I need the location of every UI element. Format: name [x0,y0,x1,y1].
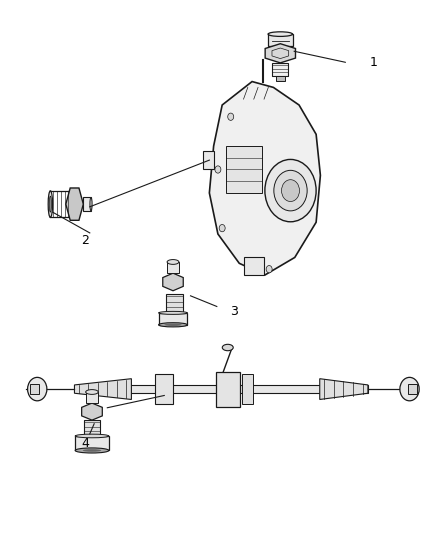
Circle shape [265,159,316,222]
Bar [30,384,39,394]
Ellipse shape [75,434,109,438]
Ellipse shape [83,449,101,452]
Ellipse shape [49,196,52,212]
Ellipse shape [48,191,53,217]
Text: 3: 3 [230,305,238,318]
Bar [244,257,264,275]
Polygon shape [209,82,320,275]
Circle shape [400,377,419,401]
Text: 1: 1 [370,56,378,69]
Polygon shape [265,44,296,63]
Bar [272,63,288,76]
Bar [202,151,215,169]
Bar [84,420,100,436]
Bar [159,313,187,325]
Bar [242,374,253,404]
Circle shape [219,224,225,232]
Ellipse shape [159,322,187,327]
Text: 4: 4 [81,437,89,450]
Bar [226,146,262,193]
Bar [79,385,368,393]
Ellipse shape [75,448,109,453]
Bar [268,34,293,46]
Ellipse shape [159,311,187,314]
Bar [166,294,183,313]
Ellipse shape [90,197,92,211]
Bar [155,374,173,405]
Polygon shape [163,273,183,291]
Bar [75,436,109,450]
Bar [215,372,240,407]
Circle shape [282,180,300,201]
Circle shape [266,265,272,273]
Polygon shape [66,188,83,220]
Polygon shape [320,378,368,400]
Bar [83,197,91,211]
Ellipse shape [164,324,182,326]
Bar [86,392,98,403]
Circle shape [228,113,234,120]
Ellipse shape [268,32,293,36]
Polygon shape [74,378,131,400]
Circle shape [215,166,221,173]
Bar [276,76,285,81]
Ellipse shape [223,344,233,351]
Ellipse shape [167,260,179,264]
Bar [167,262,179,273]
Ellipse shape [86,390,98,394]
Bar [408,384,417,394]
Circle shape [28,377,47,401]
Circle shape [274,171,307,211]
Polygon shape [81,403,102,420]
Text: 2: 2 [81,235,89,247]
